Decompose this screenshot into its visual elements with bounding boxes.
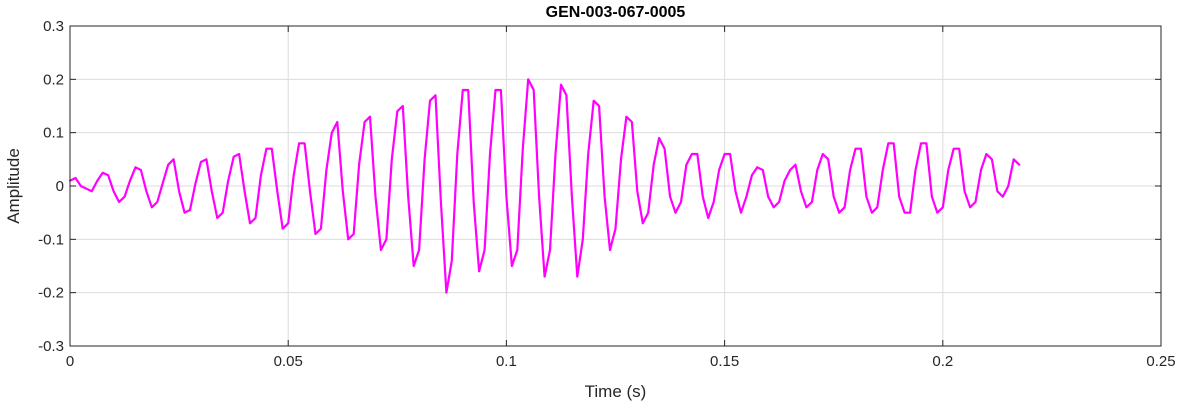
x-tick-label: 0 [66,353,74,370]
y-tick-label: -0.3 [38,338,64,355]
y-tick-label: 0 [56,178,64,195]
y-tick-label: 0.1 [43,125,64,142]
ticks: 0 0.05 0.1 0.15 0.2 0.25 -0.3 -0.2 -0.1 0 0.1 0.2 0.… [38,18,1175,370]
y-axis-label: Amplitude [4,148,23,224]
y-tick-label: 0.3 [43,18,64,35]
chart-title: GEN-003-067-0005 [546,4,686,21]
y-tick-label: -0.2 [38,285,64,302]
x-tick-label: 0.05 [274,353,303,370]
x-tick-label: 0.2 [932,353,953,370]
y-tick-label: 0.2 [43,71,64,88]
x-tick-label: 0.15 [710,353,739,370]
waveform-line [68,78,1021,294]
x-axis-label: Time (s) [585,382,647,401]
y-tick-label: -0.1 [38,231,64,248]
x-tick-label: 0.1 [496,353,517,370]
series-layer [68,78,1021,294]
x-tick-label: 0.25 [1146,353,1175,370]
